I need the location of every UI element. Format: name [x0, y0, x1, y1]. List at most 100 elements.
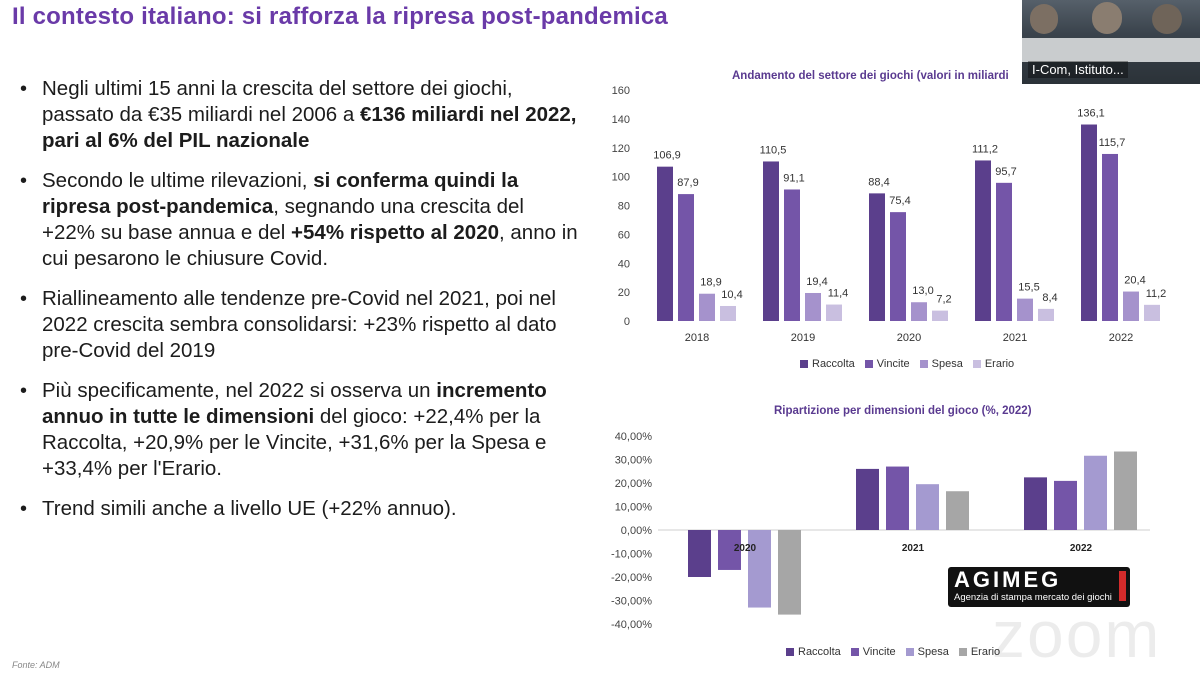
- legend-item: Spesa: [905, 646, 949, 658]
- bullet-text: Trend simili anche a livello UE (+22% an…: [42, 497, 457, 520]
- legend-swatch: [850, 648, 859, 657]
- x-tick-label: 2018: [685, 332, 709, 344]
- legend-item: Erario: [972, 358, 1015, 370]
- data-label: 111,2: [972, 143, 998, 155]
- data-label: 115,7: [1099, 137, 1126, 149]
- data-label: 20,4: [1124, 275, 1145, 287]
- bar-erario: [778, 530, 801, 615]
- data-label: 91,1: [783, 172, 804, 184]
- bar-erario: [720, 305, 736, 321]
- agimeg-logo: AGIMEG Agenzia di stampa mercato dei gio…: [948, 567, 1130, 607]
- chart1-legend: Raccolta Vincite Spesa Erario: [800, 358, 1024, 370]
- legend-label: Spesa: [917, 646, 949, 658]
- legend-item: Erario: [958, 646, 1000, 658]
- y-tick-label: 120: [612, 143, 630, 155]
- bar-erario: [1038, 308, 1054, 321]
- bullet-text: €136 miliardi nel 2022, pari al 6% del P…: [42, 103, 577, 152]
- chart1-svg: 0 20 40 60 80 100 120 140 160 106,9 87,9 18,910,4 20…: [612, 85, 1167, 344]
- bar-spesa: [916, 484, 939, 530]
- chart2-legend: Raccolta Vincite Spesa Erario: [786, 646, 1010, 658]
- bar-erario: [946, 491, 969, 530]
- bullet-text: Negli ultimi 15 anni la crescita del set…: [42, 77, 513, 126]
- bullet-item: Negli ultimi 15 anni la crescita del set…: [18, 76, 578, 154]
- chart2-title: Ripartizione per dimensioni del gioco (%…: [774, 405, 1032, 417]
- legend-item: Vincite: [850, 646, 896, 658]
- bar-erario: [932, 310, 948, 321]
- x-tick-label: 2022: [1109, 332, 1133, 344]
- bar-vincite: [678, 194, 694, 321]
- bullet-text: Più specificamente, nel 2022 si osserva …: [42, 379, 437, 402]
- video-participant-tile[interactable]: I-Com, Istituto...: [1022, 0, 1200, 84]
- chart1-title: Andamento del settore dei giochi (valori…: [732, 70, 1009, 82]
- y-tick-label: 20: [618, 287, 630, 299]
- y-tick-label: 0: [624, 316, 630, 328]
- y-tick-label: 20,00%: [615, 478, 653, 490]
- bullet-text: si conferma quindi la ripresa post-pande…: [42, 169, 519, 218]
- bullet-text: , segnando una crescita del +22% su base…: [42, 195, 524, 244]
- bar-spesa: [805, 292, 821, 321]
- chart2-svg: -40,00% -30,00% -20,00% -10,00% 0,00% 10,00% 2…: [611, 431, 1150, 631]
- bullet-text: del gioco: +22,4% per la Raccolta, +20,9…: [42, 405, 547, 480]
- data-label: 18,9: [700, 277, 721, 289]
- y-tick-label: 80: [618, 201, 630, 213]
- bar-raccolta: [657, 166, 673, 321]
- y-tick-label: 60: [618, 229, 630, 241]
- participant-figure: [1152, 4, 1182, 34]
- bar-erario: [826, 304, 842, 321]
- bar-spesa: [911, 302, 927, 321]
- bullet-item: Riallineamento alle tendenze pre-Covid n…: [18, 286, 578, 364]
- data-label: 11,2: [1146, 288, 1167, 300]
- bar-raccolta: [1024, 477, 1047, 530]
- legend-swatch: [864, 360, 873, 369]
- logo-wordmark: AGIMEG: [954, 567, 1062, 592]
- data-label: 88,4: [868, 176, 889, 188]
- x-tick-label: 2021: [902, 543, 925, 554]
- bar-spesa: [699, 293, 715, 321]
- legend-item: Spesa: [919, 358, 963, 370]
- legend-swatch: [958, 648, 967, 657]
- x-tick-label: 2020: [734, 543, 757, 554]
- data-label: 13,0: [912, 285, 933, 297]
- bullet-text: Secondo le ultime rilevazioni,: [42, 169, 314, 192]
- y-tick-label: -30,00%: [611, 596, 652, 608]
- bar-spesa: [748, 530, 771, 608]
- y-tick-label: -40,00%: [611, 619, 652, 631]
- legend-label: Raccolta: [812, 358, 855, 370]
- bullet-item: Trend simili anche a livello UE (+22% an…: [18, 496, 578, 522]
- legend-swatch: [786, 648, 794, 657]
- participant-name-label: I-Com, Istituto...: [1028, 61, 1128, 78]
- bullet-item: Secondo le ultime rilevazioni, si confer…: [18, 168, 578, 272]
- legend-label: Spesa: [931, 358, 963, 370]
- bullet-text: +54% rispetto al 2020: [291, 221, 500, 244]
- zoom-watermark: zoom: [992, 597, 1162, 671]
- meeting-desk: [1022, 38, 1200, 62]
- bar-raccolta: [975, 160, 991, 321]
- data-label: 136,1: [1077, 108, 1105, 120]
- legend-label: Vincite: [876, 358, 910, 370]
- source-note: Fonte: ADM: [12, 660, 60, 670]
- bar-spesa: [1017, 298, 1033, 321]
- bar-raccolta: [1081, 124, 1097, 321]
- data-label: 15,5: [1018, 282, 1039, 294]
- data-label: 75,4: [889, 195, 910, 207]
- legend-label: Erario: [984, 358, 1015, 370]
- bar-vincite: [1054, 480, 1077, 530]
- y-tick-label: 30,00%: [615, 455, 653, 467]
- y-tick-label: -10,00%: [611, 549, 652, 561]
- bullet-text: incremento annuo in tutte le dimensioni: [42, 379, 547, 428]
- data-label: 8,4: [1042, 292, 1057, 304]
- participant-figure: [1092, 2, 1122, 34]
- bullet-item: Più specificamente, nel 2022 si osserva …: [18, 378, 578, 482]
- bar-spesa: [1084, 455, 1107, 530]
- bar-vincite: [1102, 153, 1118, 321]
- data-label: 10,4: [721, 289, 742, 301]
- bar-vincite: [784, 189, 800, 321]
- bar-vincite: [890, 212, 906, 321]
- y-tick-label: -20,00%: [611, 572, 652, 584]
- x-tick-label: 2022: [1070, 543, 1093, 554]
- data-label: 19,4: [806, 276, 827, 288]
- legend-item: Raccolta: [800, 358, 855, 370]
- slide-title: Il contesto italiano: si rafforza la rip…: [12, 3, 668, 30]
- y-tick-label: 0,00%: [621, 525, 652, 537]
- participant-figure: [1030, 4, 1058, 34]
